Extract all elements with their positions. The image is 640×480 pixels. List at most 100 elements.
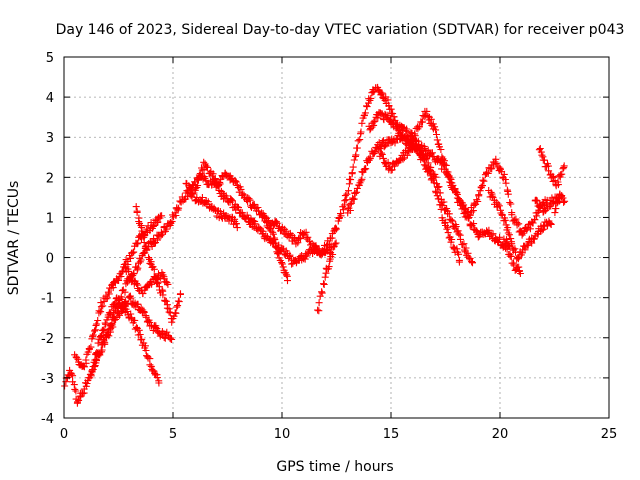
data-point: [333, 225, 340, 233]
data-point: [188, 185, 195, 193]
data-point: [433, 136, 441, 144]
data-point: [559, 194, 567, 202]
data-point: [254, 204, 262, 211]
data-point: [229, 197, 236, 205]
data-point: [152, 324, 160, 332]
data-point: [361, 109, 369, 117]
data-point: [121, 260, 129, 268]
data-point: [554, 181, 562, 189]
data-point: [261, 215, 269, 223]
data-point: [168, 318, 176, 326]
data-point: [447, 175, 455, 183]
data-point: [461, 248, 469, 256]
data-point: [153, 374, 161, 381]
data-point: [402, 127, 410, 135]
data-point: [97, 308, 105, 316]
data-point: [134, 239, 142, 247]
x-tick-label: 20: [492, 427, 509, 442]
data-point: [272, 218, 280, 226]
data-point: [72, 387, 80, 395]
data-point: [439, 201, 447, 209]
data-point: [430, 179, 438, 187]
data-point: [75, 396, 83, 404]
data-point: [472, 227, 480, 234]
data-point: [489, 193, 497, 201]
data-point: [507, 253, 515, 260]
data-point: [331, 240, 339, 248]
x-tick-label: 5: [169, 427, 177, 442]
data-point: [115, 277, 123, 284]
data-point: [370, 87, 378, 95]
data-point: [483, 168, 490, 176]
data-point: [444, 171, 452, 179]
data-point: [349, 163, 357, 171]
data-point: [506, 199, 514, 206]
data-point: [87, 343, 95, 351]
data-point: [433, 192, 441, 200]
data-point: [453, 189, 461, 197]
data-points: [61, 83, 569, 407]
data-point: [341, 197, 349, 205]
data-point: [530, 235, 538, 243]
data-point: [164, 280, 172, 288]
data-point: [466, 254, 474, 262]
data-point: [117, 273, 125, 280]
data-point: [269, 230, 277, 238]
data-point: [127, 294, 135, 302]
data-point: [158, 286, 166, 294]
data-point: [553, 199, 561, 207]
data-point: [125, 293, 133, 301]
data-point: [351, 189, 359, 197]
data-point: [433, 131, 440, 138]
data-point: [294, 239, 302, 247]
data-point: [495, 202, 503, 210]
data-point: [103, 294, 111, 302]
data-point: [528, 239, 536, 247]
data-point: [128, 249, 136, 257]
data-point: [237, 185, 245, 193]
data-point: [335, 214, 343, 222]
data-point: [137, 256, 145, 264]
data-point: [526, 225, 534, 233]
data-point: [163, 328, 171, 336]
data-point: [315, 307, 323, 315]
data-point: [132, 263, 140, 271]
data-point: [432, 126, 440, 134]
data-point: [532, 196, 540, 204]
data-point: [552, 205, 560, 213]
data-point: [468, 258, 476, 266]
data-point: [427, 115, 435, 123]
data-point: [150, 265, 158, 273]
data-point: [378, 150, 386, 158]
y-tick-label: -4: [41, 412, 54, 427]
data-point: [379, 137, 387, 145]
data-point: [521, 246, 529, 254]
data-point: [504, 229, 512, 237]
data-point: [278, 259, 286, 267]
data-point: [425, 168, 433, 176]
data-point: [363, 103, 371, 111]
x-tick-label: 25: [601, 427, 618, 442]
data-point: [378, 138, 386, 146]
data-point: [365, 156, 373, 164]
data-point: [175, 298, 183, 306]
data-point: [286, 251, 294, 259]
data-point: [174, 302, 182, 310]
data-point: [342, 196, 350, 204]
data-point: [175, 204, 183, 212]
data-point: [377, 90, 385, 98]
data-point: [115, 295, 122, 303]
data-point: [403, 127, 411, 135]
data-point: [136, 331, 144, 338]
data-point: [271, 236, 279, 244]
x-tick-label: 10: [274, 427, 291, 442]
data-point: [74, 398, 81, 406]
data-point: [432, 189, 440, 197]
data-point: [419, 155, 427, 163]
data-point: [379, 154, 387, 162]
data-point: [367, 125, 375, 132]
data-point: [132, 203, 140, 211]
data-point: [462, 244, 470, 252]
data-point: [141, 342, 149, 350]
data-point: [487, 188, 495, 196]
